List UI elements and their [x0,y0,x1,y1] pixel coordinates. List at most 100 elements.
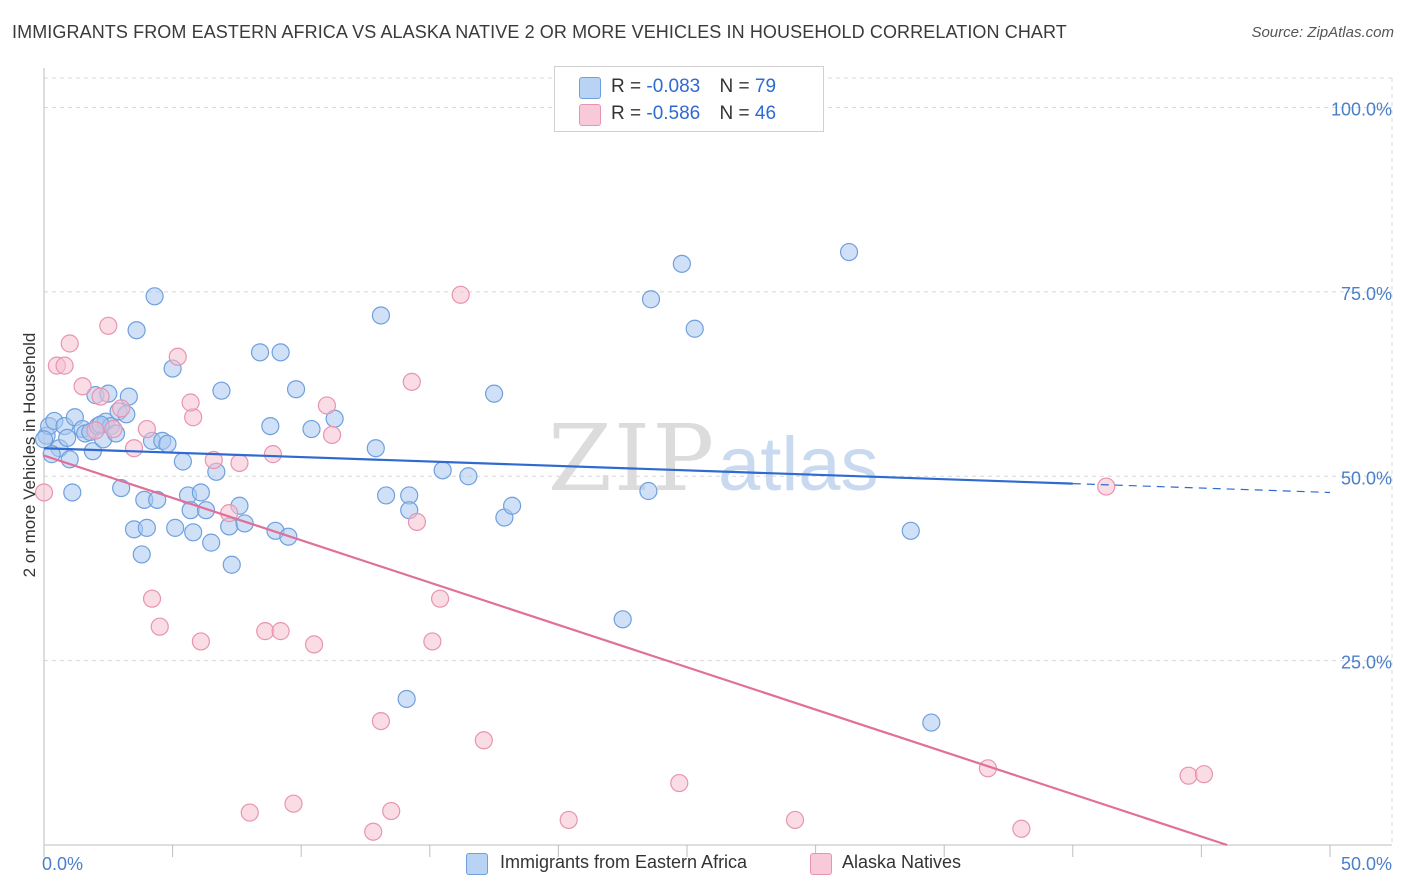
data-point-immigrants [271,343,290,362]
bottom-legend-pink: Alaska Natives [810,852,962,875]
data-point-alaska-natives [451,285,470,304]
legend-row-blue: R = -0.083 N = 79 [579,76,777,99]
data-point-alaska-natives [371,711,391,731]
data-point-immigrants [158,434,177,453]
data-point-immigrants [173,452,192,471]
series-alaska-natives [34,285,1214,841]
y-tick-label: 50.0% [1341,468,1392,488]
y-tick-label: 75.0% [1341,284,1392,304]
data-point-immigrants [191,483,210,502]
data-point-immigrants [112,478,131,498]
data-point-alaska-natives [364,822,383,841]
data-point-alaska-natives [382,801,401,821]
data-point-alaska-natives [142,589,162,608]
stats-legend: R = -0.083 N = 79 R = -0.586 N = 46 [554,66,824,132]
data-point-alaska-natives [430,589,450,608]
data-point-alaska-natives [322,425,342,445]
data-point-immigrants [459,467,478,486]
data-point-immigrants [63,483,82,502]
data-point-alaska-natives [86,421,105,440]
data-point-alaska-natives [137,419,156,439]
data-point-immigrants [639,481,658,501]
data-point-immigrants [222,555,241,574]
data-point-alaska-natives [263,445,283,464]
trend-lines [43,447,1331,847]
trend-line-immigrants [43,447,1073,485]
data-point-immigrants [672,254,691,273]
data-point-alaska-natives [104,419,123,439]
trend-line-alaska-natives [43,454,1228,847]
data-point-alaska-natives [73,377,92,396]
legend-n-label: N = [719,76,755,97]
legend-swatch-pink [579,104,601,126]
data-point-alaska-natives [1097,477,1116,496]
data-point-immigrants [184,523,203,542]
data-point-alaska-natives [112,399,131,418]
data-point-immigrants [261,417,280,436]
data-point-immigrants [922,713,941,732]
data-point-immigrants [685,319,704,338]
data-point-alaska-natives [240,803,259,822]
data-point-alaska-natives [423,632,442,651]
data-point-alaska-natives [230,453,249,473]
data-point-alaska-natives [474,731,493,750]
bottom-legend-label-pink: Alaska Natives [842,852,962,872]
y-tick-label: 100.0% [1331,100,1392,120]
legend-n-label: N = [719,103,755,124]
data-point-alaska-natives [181,393,200,412]
data-point-alaska-natives [1179,766,1198,785]
legend-row-pink: R = -0.586 N = 46 [579,103,777,126]
data-point-immigrants [641,290,661,309]
legend-n-value: 79 [754,76,777,97]
y-tick-label: 25.0% [1341,653,1392,673]
x-tick-label: 0.0% [42,854,83,874]
data-point-immigrants [58,428,77,447]
data-point-alaska-natives [256,622,275,641]
legend-r-value: -0.083 [646,76,701,97]
data-point-alaska-natives [99,316,118,335]
data-point-alaska-natives [407,512,427,532]
data-point-alaska-natives [284,794,303,813]
data-point-alaska-natives [150,617,169,636]
tick-labels: 100.0% 75.0% 50.0% 25.0% 0.0% 50.0% [42,100,1392,875]
legend-r-value: -0.586 [646,103,701,124]
data-point-immigrants [839,242,859,262]
data-point-alaska-natives [55,356,74,375]
data-point-immigrants [202,533,221,552]
data-point-alaska-natives [168,347,187,366]
data-point-immigrants [34,430,54,449]
data-point-immigrants [137,518,156,537]
legend-r-label: R = [611,76,647,97]
data-point-immigrants [302,419,321,439]
data-point-immigrants [613,610,632,629]
data-point-immigrants [166,518,185,537]
chart-source: Source: ZipAtlas.com [1251,24,1394,41]
watermark: ZIP atlas [548,405,879,512]
trend-line-immigrants-extension [1072,483,1331,494]
legend-r-label: R = [611,103,647,124]
data-point-immigrants [901,521,920,540]
data-point-alaska-natives [1012,819,1031,838]
data-point-immigrants [42,445,61,464]
bottom-legend-blue: Immigrants from Eastern Africa [466,852,748,875]
data-point-alaska-natives [317,396,337,415]
legend-n-value: 46 [754,103,777,124]
data-point-alaska-natives [271,622,290,641]
data-point-alaska-natives [304,635,324,654]
data-point-immigrants [503,496,522,515]
data-point-alaska-natives [559,810,578,830]
data-point-immigrants [132,545,151,564]
data-point-alaska-natives [124,439,144,458]
data-point-immigrants [485,384,504,403]
data-point-alaska-natives [785,810,805,830]
y-axis-label: 2 or more Vehicles in Household [20,333,39,578]
data-point-immigrants [366,439,385,458]
chart-title: IMMIGRANTS FROM EASTERN AFRICA VS ALASKA… [12,22,1067,42]
data-point-alaska-natives [34,483,54,502]
data-point-immigrants [433,461,452,480]
bottom-legend-label-blue: Immigrants from Eastern Africa [500,852,748,872]
data-point-immigrants [376,486,396,505]
data-point-alaska-natives [402,372,421,391]
data-point-immigrants [148,490,167,509]
